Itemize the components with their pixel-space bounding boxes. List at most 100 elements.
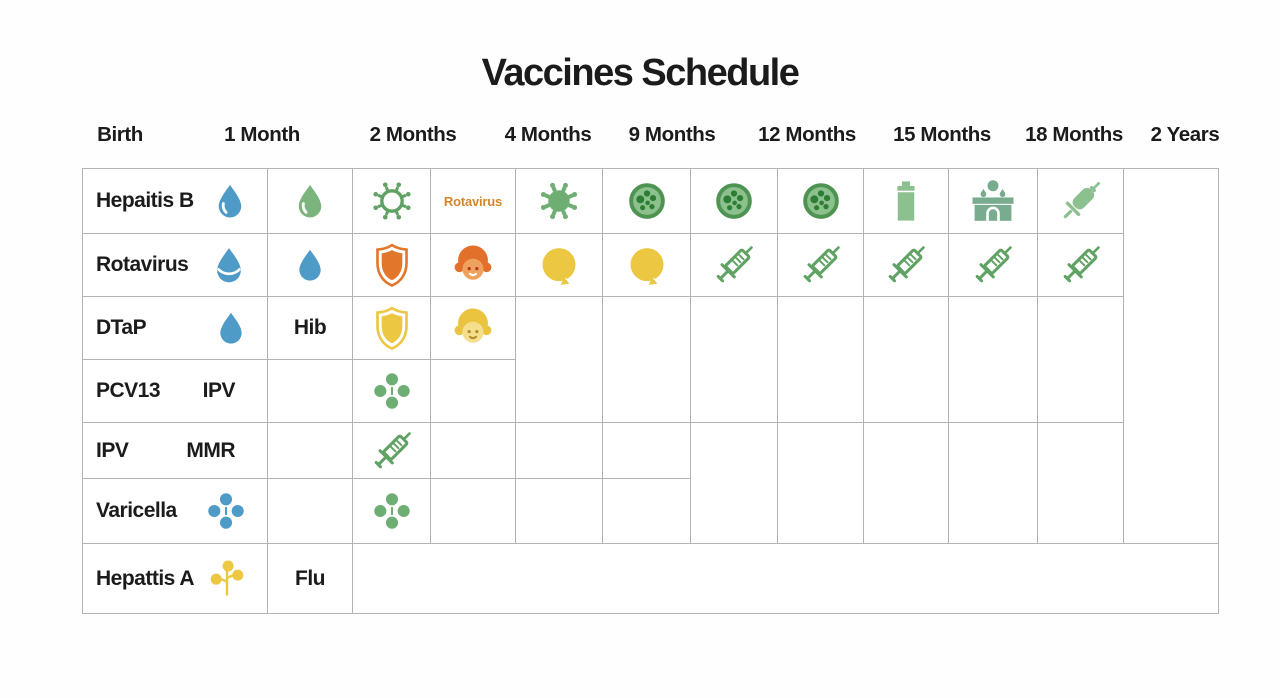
cell-hepattis-a: Hepattis A: [83, 544, 268, 614]
cell-empty: [1124, 169, 1219, 544]
cell-empty: [691, 423, 778, 544]
dish-icon: [709, 176, 759, 226]
row-label: Hepattis A: [96, 566, 195, 590]
syringe-outline-icon: [795, 239, 847, 291]
cell-clinic: [949, 169, 1038, 234]
cell-text: Flu: [295, 566, 326, 590]
header-label-2-years: 2 Years: [1150, 123, 1220, 146]
cell-dish: [778, 169, 864, 234]
cell-empty: [353, 544, 1219, 614]
row-label: PCV13: [96, 379, 161, 402]
header-label-12-months: 12 Months: [758, 123, 856, 146]
droplet-icon: [292, 247, 328, 283]
cell-empty: [431, 423, 516, 479]
cell-empty: [864, 297, 949, 423]
virus-solid-icon: [536, 178, 582, 224]
cell-syringe-outline: [691, 234, 778, 297]
syringe-outline-icon: [708, 239, 760, 291]
header-label-birth: Birth: [97, 123, 143, 146]
cell-dtap: DTaP: [83, 297, 268, 360]
cell-empty: [268, 360, 353, 423]
cell-empty: [778, 423, 864, 544]
shield-icon: [371, 305, 413, 351]
cell-syringe-outline: [353, 423, 431, 479]
cell-text: Hib: [293, 316, 327, 339]
blob-icon: [536, 242, 582, 288]
cell-empty: [1038, 297, 1124, 423]
row-label: Hepaitis B: [96, 189, 194, 212]
header-label-4-months: 4 Months: [504, 123, 592, 146]
cell-empty: [949, 297, 1038, 423]
cell-syringe-solid: [1038, 169, 1124, 234]
cell-ipv-mmr: IPV MMR: [83, 423, 268, 479]
cell-pcv13-ipv: PCV13 IPV: [83, 360, 268, 423]
clover-icon: [369, 488, 415, 534]
cell-empty: [268, 423, 353, 479]
syringe-solid-icon: [1054, 174, 1108, 228]
row-label: DTaP: [96, 316, 147, 339]
cell-empty: [949, 423, 1038, 544]
cell-blob: [603, 234, 691, 297]
clover-icon: [203, 488, 249, 534]
droplet-hl-icon: [211, 182, 249, 220]
cell-rotavirus: Rotavirus: [431, 169, 516, 234]
row-label: Varicella: [96, 499, 177, 522]
droplet-icon: [213, 310, 249, 346]
syringe-outline-icon: [1055, 239, 1107, 291]
row-label: Rotavirus: [96, 253, 189, 276]
cell-blob: [516, 234, 603, 297]
cell-canister: [864, 169, 949, 234]
clinic-icon: [968, 178, 1018, 224]
cell-virus-solid: [516, 169, 603, 234]
cell-dish: [691, 169, 778, 234]
cell-droplet: [268, 234, 353, 297]
cell-empty: [603, 423, 691, 479]
dish-icon: [622, 176, 672, 226]
blob-icon: [624, 242, 670, 288]
cell-empty: [516, 479, 603, 544]
cell-flu: Flu: [268, 544, 353, 614]
face-yellow-icon: [450, 305, 496, 351]
cell-empty: [864, 423, 949, 544]
cell-hib: Hib: [268, 297, 353, 360]
cell-droplet-hl: [268, 169, 353, 234]
cell-hepaitis-b: Hepaitis B: [83, 169, 268, 234]
cell-empty: [516, 423, 603, 479]
cell-empty: [603, 479, 691, 544]
header-label-9-months: 9 Months: [628, 123, 716, 146]
header-label-2-months: 2 Months: [369, 123, 457, 146]
dish-icon: [796, 176, 846, 226]
cell-clover: [353, 479, 431, 544]
virus-outline-icon: [368, 177, 416, 225]
cell-syringe-outline: [1038, 234, 1124, 297]
cell-syringe-outline: [949, 234, 1038, 297]
cell-note: Rotavirus: [443, 193, 503, 209]
syringe-outline-icon: [967, 239, 1019, 291]
sprout-icon: [205, 557, 249, 601]
row-label: MMR: [186, 438, 235, 462]
cell-empty: [431, 479, 516, 544]
cell-face-orange: [431, 234, 516, 297]
row-label: IPV: [96, 438, 129, 462]
syringe-outline-icon: [366, 425, 418, 477]
clover-icon: [369, 368, 415, 414]
cell-dish: [603, 169, 691, 234]
cell-syringe-outline: [778, 234, 864, 297]
header-label-18-months: 18 Months: [1025, 123, 1123, 146]
cell-empty: [1038, 423, 1124, 544]
face-orange-icon: [450, 242, 496, 288]
droplet-hl-icon: [291, 182, 329, 220]
row-label: IPV: [202, 379, 236, 402]
page-title: Vaccines Schedule: [481, 52, 800, 94]
cell-clover: [353, 360, 431, 423]
header-label-15-months: 15 Months: [893, 123, 991, 146]
cell-empty: [603, 297, 691, 423]
vaccine-schedule-table: Hepaitis B Rotavirus Rotavirus: [82, 168, 1219, 614]
cell-empty: [516, 297, 603, 423]
cell-varicella: Varicella: [83, 479, 268, 544]
cell-empty: [268, 479, 353, 544]
cell-face-yellow: [431, 297, 516, 360]
cell-shield: [353, 297, 431, 360]
canister-icon: [885, 180, 927, 222]
